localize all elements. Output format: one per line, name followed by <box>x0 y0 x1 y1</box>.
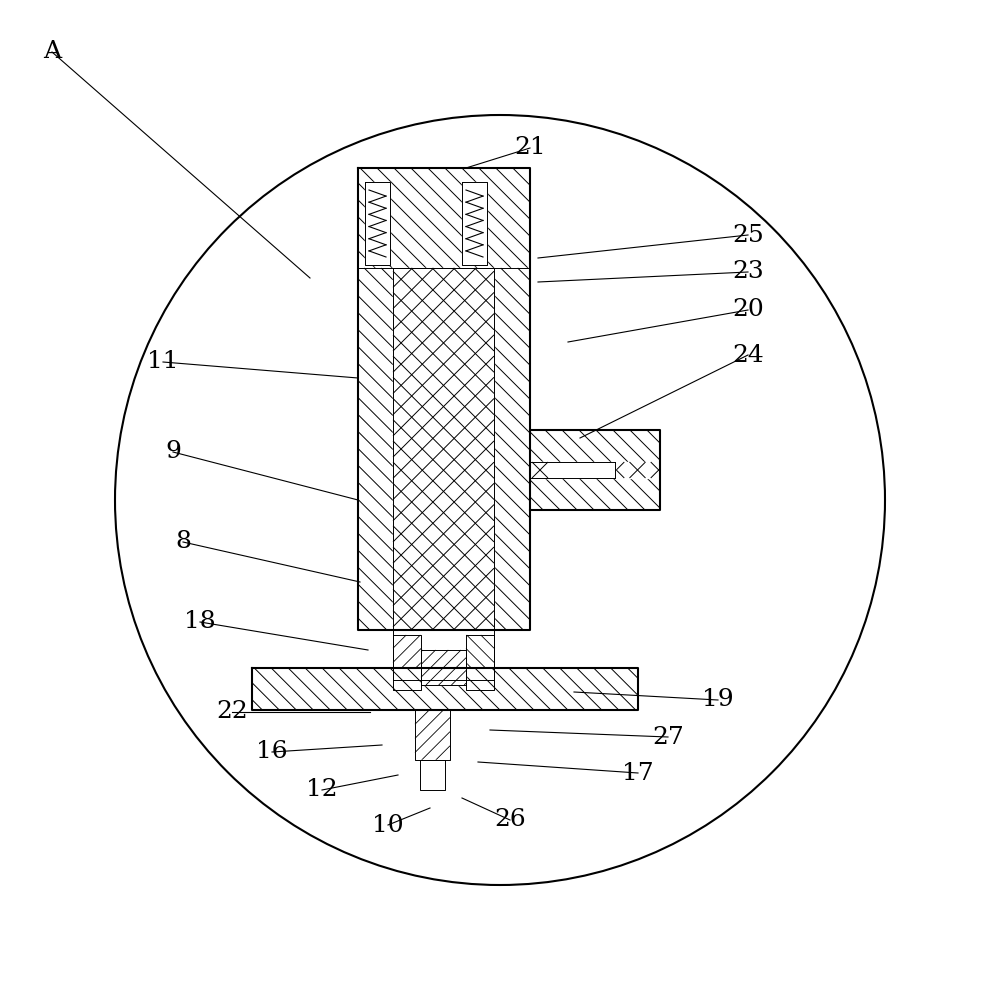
Polygon shape <box>415 710 450 760</box>
Polygon shape <box>421 650 466 685</box>
Text: 24: 24 <box>732 344 764 367</box>
Polygon shape <box>530 462 615 478</box>
Text: 17: 17 <box>622 761 654 784</box>
Polygon shape <box>530 478 660 510</box>
Text: 11: 11 <box>147 351 179 374</box>
Polygon shape <box>615 462 660 478</box>
Text: 20: 20 <box>732 298 764 321</box>
Text: 19: 19 <box>702 689 734 712</box>
Text: 8: 8 <box>175 531 191 554</box>
Text: 18: 18 <box>184 610 216 633</box>
Polygon shape <box>393 268 494 630</box>
Text: 21: 21 <box>514 136 546 159</box>
Text: 27: 27 <box>652 726 684 748</box>
Polygon shape <box>462 182 487 265</box>
Polygon shape <box>358 268 393 630</box>
Text: 23: 23 <box>732 260 764 283</box>
Polygon shape <box>494 268 530 630</box>
Polygon shape <box>252 668 638 710</box>
Text: 10: 10 <box>372 813 404 837</box>
Polygon shape <box>466 635 494 690</box>
Text: 16: 16 <box>256 741 288 763</box>
Text: 9: 9 <box>165 440 181 463</box>
Text: 12: 12 <box>306 778 338 801</box>
Polygon shape <box>530 430 660 462</box>
Polygon shape <box>393 630 494 680</box>
Text: 25: 25 <box>732 224 764 247</box>
Text: A: A <box>43 41 61 64</box>
Text: 22: 22 <box>216 701 248 724</box>
Polygon shape <box>530 462 550 478</box>
Polygon shape <box>365 182 390 265</box>
Text: 26: 26 <box>494 808 526 832</box>
Polygon shape <box>358 168 530 268</box>
Polygon shape <box>393 635 421 690</box>
Polygon shape <box>420 760 445 790</box>
